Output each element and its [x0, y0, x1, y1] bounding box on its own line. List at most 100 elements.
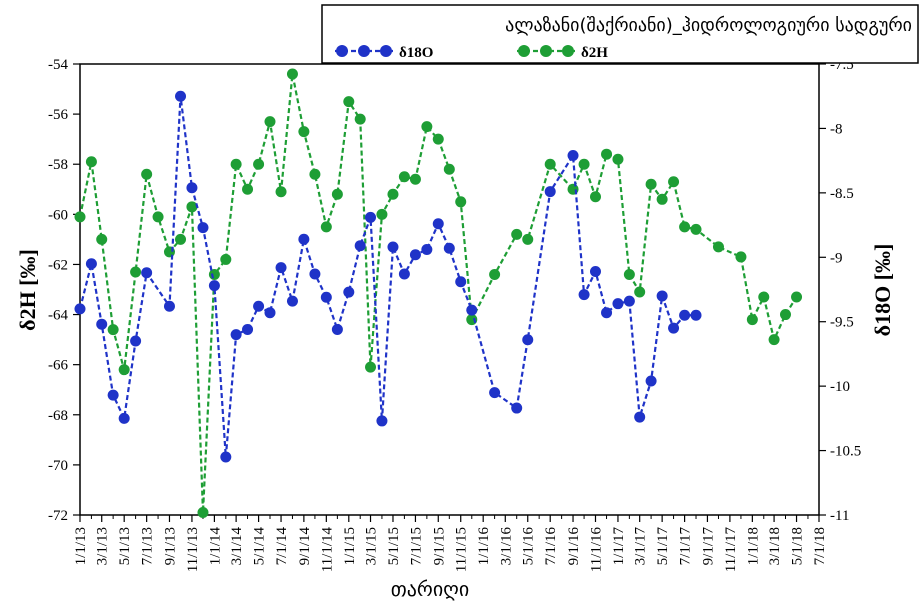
data-point-d2h — [320, 221, 332, 233]
data-point-d18o — [511, 402, 523, 414]
data-point-d18o — [432, 218, 444, 230]
data-point-d2h — [141, 168, 153, 180]
data-point-d2h — [735, 251, 747, 263]
data-point-d18o — [634, 411, 646, 423]
data-point-d2h — [275, 186, 287, 198]
right-tick-label: -9 — [830, 250, 843, 266]
x-tick-label: 9/1/14 — [297, 527, 313, 566]
data-point-d2h — [645, 178, 657, 190]
legend-marker-d18o — [380, 45, 392, 57]
x-tick-label: 9/1/16 — [566, 527, 582, 566]
data-point-d2h — [712, 241, 724, 253]
x-tick-label: 3/1/14 — [229, 527, 245, 566]
left-axis-title: δ2H [‰] — [15, 249, 40, 331]
x-tick-label: 9/1/15 — [431, 527, 447, 565]
data-point-d2h — [264, 116, 276, 128]
data-point-d2h — [197, 506, 209, 518]
data-point-d18o — [309, 268, 321, 280]
right-tick-label: -9.5 — [830, 315, 854, 331]
data-point-d2h — [758, 291, 770, 303]
data-point-d18o — [466, 304, 478, 316]
data-point-d18o — [690, 309, 702, 321]
x-tick-label: 5/1/17 — [655, 527, 671, 566]
x-tick-label: 7/1/18 — [812, 527, 828, 565]
data-point-d18o — [544, 186, 556, 198]
data-point-d2h — [409, 173, 421, 185]
data-point-d18o — [163, 300, 175, 312]
x-tick-label: 1/1/15 — [342, 527, 358, 565]
series-layer — [74, 68, 803, 518]
left-tick-label: -60 — [48, 207, 68, 223]
data-point-d18o — [96, 318, 108, 330]
left-tick-label: -62 — [48, 257, 68, 273]
data-point-d2h — [298, 126, 310, 138]
x-tick-label: 9/1/17 — [700, 527, 716, 566]
x-tick-label: 5/1/13 — [117, 527, 133, 565]
data-point-d18o — [130, 335, 142, 347]
data-point-d2h — [589, 191, 601, 203]
data-point-d2h — [601, 148, 613, 160]
data-point-d18o — [286, 295, 298, 307]
data-point-d2h — [779, 309, 791, 321]
data-point-d18o — [589, 265, 601, 277]
x-tick-label: 1/1/16 — [476, 527, 492, 566]
data-point-d18o — [107, 389, 119, 401]
x-tick-label: 11/1/16 — [588, 527, 604, 573]
data-point-d18o — [522, 334, 534, 346]
data-point-d2h — [623, 268, 635, 280]
left-tick-label: -70 — [48, 458, 68, 474]
legend-marker-d2h — [518, 45, 530, 57]
data-point-d18o — [264, 307, 276, 319]
data-point-d18o — [656, 290, 668, 302]
data-point-d18o — [275, 262, 287, 274]
data-point-d18o — [208, 280, 220, 292]
legend-marker-d18o — [358, 45, 370, 57]
x-tick-label: 7/1/13 — [140, 527, 156, 565]
data-point-d18o — [85, 258, 97, 270]
legend-marker-d2h — [540, 45, 552, 57]
right-tick-label: -10 — [830, 379, 850, 395]
x-tick-label: 11/1/13 — [185, 527, 201, 572]
legend-marker-d18o — [336, 45, 348, 57]
data-point-d2h — [387, 188, 399, 200]
x-tick-label: 5/1/16 — [521, 527, 537, 566]
series-line-d2h — [78, 73, 798, 513]
data-point-d2h — [253, 158, 265, 170]
data-point-d2h — [690, 223, 702, 235]
data-point-d18o — [74, 303, 86, 315]
x-tick-label: 5/1/14 — [252, 527, 268, 566]
data-point-d18o — [612, 298, 624, 310]
left-tick-label: -72 — [48, 508, 68, 524]
data-point-d2h — [230, 158, 242, 170]
data-point-d18o — [567, 149, 579, 161]
x-tick-label: 1/1/18 — [745, 527, 761, 565]
data-point-d2h — [309, 168, 321, 180]
data-point-d2h — [343, 96, 355, 108]
x-tick-label: 5/1/18 — [790, 527, 806, 565]
data-point-d2h — [242, 183, 254, 195]
right-tick-label: -8.5 — [830, 186, 854, 202]
data-point-d2h — [175, 233, 187, 245]
data-point-d2h — [656, 193, 668, 205]
data-point-d2h — [466, 314, 478, 326]
x-tick-label: 9/1/13 — [162, 527, 178, 565]
data-point-d2h — [85, 156, 97, 168]
data-point-d18o — [601, 307, 613, 319]
data-point-d18o — [376, 415, 388, 427]
data-point-d18o — [343, 286, 355, 298]
axes: 1/1/13 3/1/13 5/1/13 7/1/13 9/1/13 11/1/13 1/1… — [48, 57, 861, 572]
x-tick-label: 3/1/13 — [95, 527, 111, 565]
data-point-d18o — [253, 300, 265, 312]
data-point-d18o — [365, 211, 377, 223]
data-point-d18o — [298, 233, 310, 245]
data-point-d2h — [96, 233, 108, 245]
data-point-d2h — [432, 133, 444, 145]
x-tick-label: 7/1/14 — [274, 527, 290, 566]
data-point-d18o — [118, 412, 130, 424]
data-point-d2h — [634, 286, 646, 298]
data-point-d18o — [398, 268, 410, 280]
x-tick-label: 7/1/17 — [678, 527, 694, 566]
data-point-d2h — [578, 158, 590, 170]
x-tick-label: 7/1/15 — [408, 527, 424, 565]
data-point-d18o — [421, 244, 433, 256]
